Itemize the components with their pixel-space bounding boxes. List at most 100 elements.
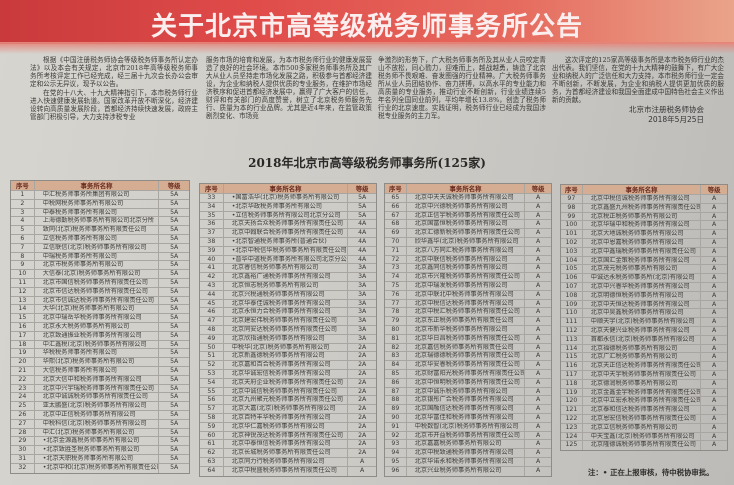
firm-name: 北京中诚诚税务师事务所有限责任公司 <box>35 393 160 402</box>
row-number: 125 <box>561 441 583 451</box>
firm-name: 华熙(北京)税务师事务所有限公司 <box>35 358 160 366</box>
firm-grade: 5A <box>358 202 367 210</box>
firm-name: 北京市兴隆税务师事务所有限责任公司 <box>407 273 526 281</box>
table-row: 5 致同(北京)税务师事务所有限责任公司 5A <box>11 226 189 235</box>
table-row: 58 北京百特丰华税务师事务所有限公司 2A <box>200 413 376 423</box>
firm-grade: 5A <box>170 358 179 366</box>
table-row: 27 中税科信(北京)税务师事务所有限公司 5A <box>11 419 189 429</box>
header-no: 序号 <box>561 185 583 194</box>
firm-name: 中税网税务师事务所有限公司 <box>35 199 160 208</box>
firm-grade: A <box>536 361 541 369</box>
row-number: 82 <box>385 343 407 352</box>
row-number: 3 <box>11 208 35 217</box>
firm-table-3: 序号 事务所名称 等级 65 北京中天天诚税务师事务所有限公司 A 66 北京中兴德税务师事务… <box>384 183 552 477</box>
firm-grade: A <box>712 344 717 352</box>
row-number: 96 <box>385 466 407 476</box>
firm-name: 中瑞税务师事务所有限公司 <box>35 252 160 261</box>
firm-grade: A <box>536 343 541 351</box>
table-row: 106 中诚达永税务师事务所(北京)有限公司 A <box>561 274 727 283</box>
firm-grade: A <box>712 397 717 405</box>
row-number: 120 <box>561 397 583 406</box>
firm-name: 大华(北京)税务师事务所有限公司 <box>35 305 160 314</box>
table-row: 32 •北京中和(北京)税务师事务所有限责任公司 5A <box>11 463 189 473</box>
row-number: 21 <box>11 366 35 375</box>
row-number: 40 <box>200 255 224 264</box>
row-number: 53 <box>200 369 224 378</box>
table-row: 66 北京中兴德税务师事务所有限公司 A <box>385 202 551 212</box>
firm-name: 北京市新华税务师事务所有限公司 <box>407 325 526 334</box>
firm-name: 北京新鑫德税务师事务所有限公司 <box>224 352 349 361</box>
firm-grade: 3A <box>358 334 367 342</box>
firm-name: 大信税务师事务所有限公司 <box>35 366 160 375</box>
firm-name: 北京中联北中税务师事务所有限公司 <box>407 290 526 299</box>
firm-name: •北京致胜圣税务师事务所有限公司 <box>35 446 160 454</box>
row-number: 92 <box>385 431 407 440</box>
table-row: 98 北京鑫盛九州税务师事务所有限责任公司 A <box>561 203 727 213</box>
table-row: 74 北京市兴隆税务师事务所有限责任公司 A <box>385 273 551 282</box>
firm-name: •北京天职税务师事务所有限公司 <box>35 454 160 463</box>
firm-name: 华税税务师事务所有限公司 <box>35 349 160 358</box>
firm-name: 中汇(北京)税务师事务所有限公司 <box>35 428 160 437</box>
row-number: 99 <box>561 212 583 221</box>
table-row: 80 北京市新华税务师事务所有限公司 A <box>385 325 551 335</box>
table-row: 92 北京市开益税务师事务所有限责任公司 A <box>385 431 551 441</box>
firm-grade: A <box>712 441 717 449</box>
firm-grade: 5A <box>170 278 179 286</box>
row-number: 76 <box>385 290 407 299</box>
header-grade: 等级 <box>355 185 369 193</box>
firm-name: 北京国汇金策税务师事务所有限公司 <box>583 256 702 265</box>
firm-name: 北京恩宏信税务师事务所有限责任公司 <box>583 414 702 423</box>
row-number: 14 <box>11 305 35 314</box>
firm-grade: 5A <box>170 446 179 454</box>
footnote: 注：• 正在上报审核，待中税协审批。 <box>588 468 714 477</box>
header-name: 事务所名称 <box>224 184 349 193</box>
table-row: 70 欣华鑫华(北京)税务师事务所有限公司 A <box>385 237 551 247</box>
firm-grade: 3A <box>358 290 367 298</box>
firm-grade: A <box>536 422 541 430</box>
table-row: 101 北京大地诚税务师事务所有限公司 A <box>561 230 727 239</box>
firm-grade: 5A <box>170 287 179 295</box>
table-title: 2018年北京市高等级税务师事务所(125家) <box>248 156 486 170</box>
firm-grade: 3A <box>358 281 367 289</box>
table-row: 38 •北京智通税务师事务所(普通合伙) 4A <box>200 237 376 247</box>
firm-name: 北京嘉嘉税务师事务所有限公司 <box>407 440 526 449</box>
firm-name: 北京银彤广合税务师事务所有限公司 <box>407 396 526 405</box>
row-number: 105 <box>561 265 583 274</box>
firm-grade: 3A <box>358 264 367 272</box>
row-number: 39 <box>200 246 224 255</box>
firm-name: 北京正信宇税务师事务所有限责任公司 <box>407 211 526 220</box>
table-header-row: 序号 事务所名称 等级 <box>11 181 189 191</box>
header-no: 序号 <box>11 181 35 190</box>
firm-grade: 5A <box>170 375 179 383</box>
table-row: 3 中泰税务师事务所有限公司 5A <box>11 208 189 218</box>
firm-name: 北京中天恒达税务师事务所有限公司 <box>583 300 702 309</box>
firm-grade: A <box>536 405 541 413</box>
signature-org: 北京市注册税务师协会 <box>629 105 704 114</box>
firm-grade: 2A <box>358 369 367 377</box>
table-row: 115 北京广汇税务师事务所有限公司 A <box>561 353 727 363</box>
table-row: 86 北京中恒明税务师事务所有限责任公司 A <box>385 378 551 388</box>
firm-grade: A <box>712 247 717 255</box>
firm-name: 北京大嘉(北京)税务师事务所有限公司 <box>224 405 349 413</box>
title-banner: 关于北京市高等级税务师事务所公告 <box>0 0 734 54</box>
firm-grade: A <box>712 423 717 431</box>
table-row: 26 北京中正信税务师事务所有限公司 5A <box>11 410 189 420</box>
row-number: 9 <box>11 261 35 270</box>
firm-name: 北京中泰恒信税务师事务所有限公司 <box>224 440 349 449</box>
table-row: 33 •国富浩华(北京)税务师事务所有限公司 5A <box>200 194 376 203</box>
row-number: 77 <box>385 299 407 308</box>
firm-grade: A <box>712 282 717 290</box>
firm-grade: A <box>712 291 717 299</box>
firm-name: 北京中翰联合税务师事务所有限责任公司 <box>224 229 349 237</box>
row-number: 85 <box>385 369 407 378</box>
firm-name: 北京大地诚税务师事务所有限公司 <box>583 230 702 238</box>
firm-name: •国富浩华(北京)税务师事务所有限公司 <box>224 194 349 202</box>
firm-name: 中泰税务师事务所有限公司 <box>35 208 160 217</box>
firm-name: 北京八方同汇税务师事务所有限公司 <box>407 246 526 255</box>
firm-name: 北京瑞德德税务师事务所有限责任公司 <box>407 352 526 361</box>
table-row: 110 北京中昊鑫税务师事务所有限公司 A <box>561 309 727 319</box>
row-number: 81 <box>385 334 407 343</box>
table-row: 16 北京永大税务师事务所有限公司 5A <box>11 322 189 332</box>
text-column-4: 这次评定的125家高等级事务所是本市税务师行业的杰出代表。我们坚信，在党的十九大… <box>552 56 724 124</box>
table-row: 25 亚太鹏盛(北京)税务师事务所有限公司 5A <box>11 402 189 411</box>
